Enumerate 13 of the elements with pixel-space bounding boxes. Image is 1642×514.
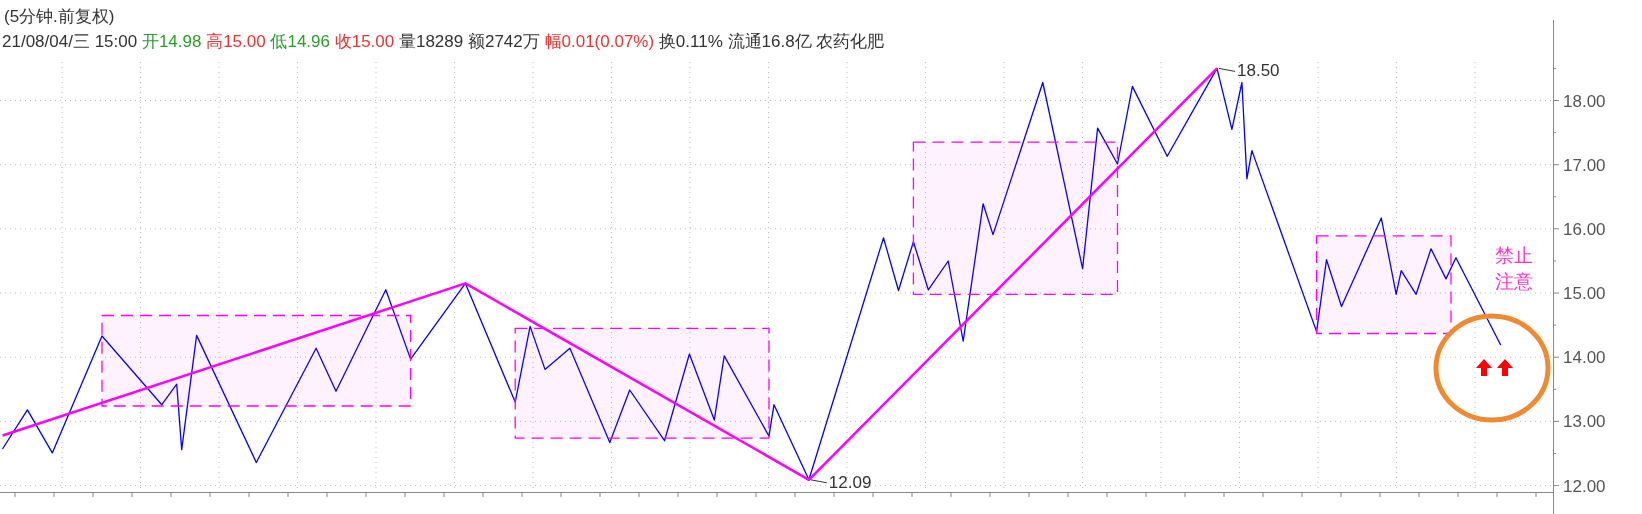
annotation: 注意 (1495, 271, 1533, 292)
annotation: 12.09 (828, 472, 872, 492)
chart-title: (5分钟.前复权) (4, 7, 115, 26)
y-tick-label: 18.00 (1563, 91, 1606, 111)
annotation: 18.50 (1237, 61, 1280, 81)
y-tick-label: 14.00 (1563, 348, 1606, 368)
annotation: 禁止 (1495, 245, 1533, 266)
y-tick-label: 13.00 (1563, 412, 1606, 432)
text: 21/08/04/三 15:00 开14.98 高15.00 低14.96 收15.00 量18289 额2742万 幅0.01(0.07%) 换0.11% 流通16.8亿 农药化肥 (2, 32, 885, 51)
y-tick-label: 12.00 (1563, 476, 1606, 496)
y-tick-label: 15.00 (1563, 284, 1606, 304)
y-tick-label: 16.00 (1563, 219, 1606, 239)
y-tick-label: 17.00 (1563, 155, 1606, 175)
